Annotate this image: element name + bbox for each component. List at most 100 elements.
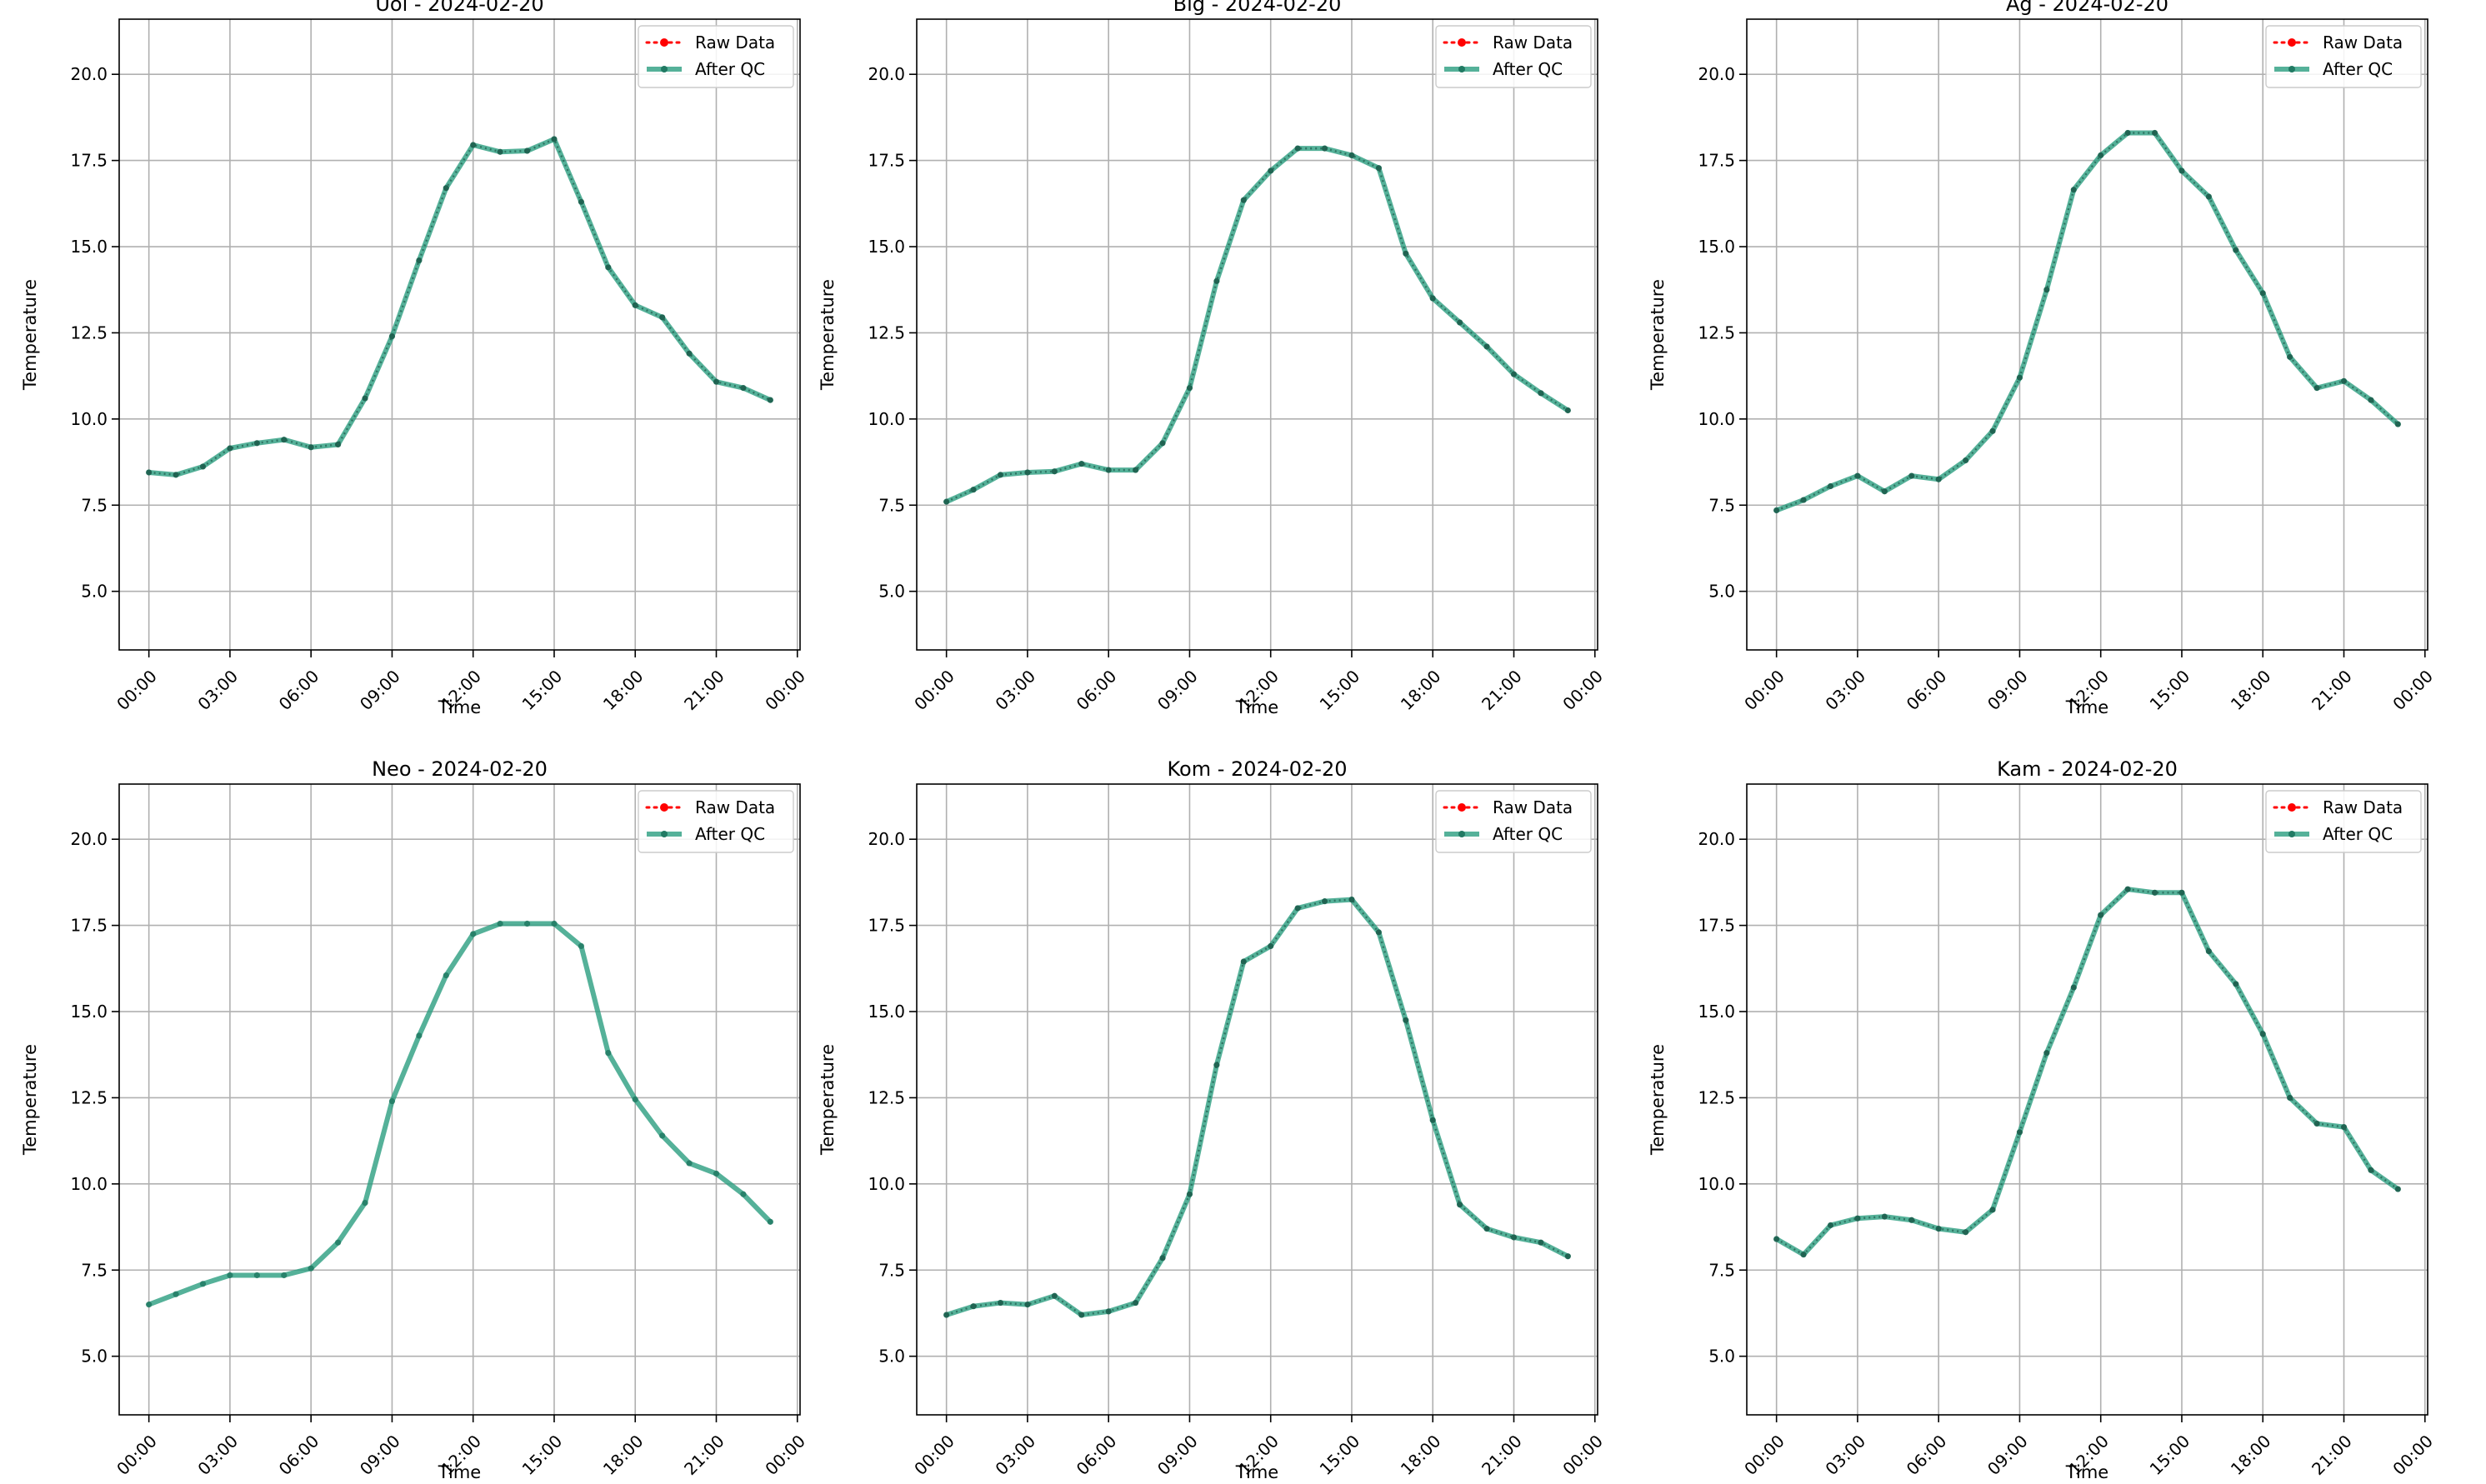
- point-after-qc: [443, 972, 449, 979]
- y-tick-label: 12.5: [70, 322, 108, 342]
- point-raw-data: [659, 1133, 665, 1139]
- point-raw-data: [740, 385, 747, 392]
- point-raw-data: [2259, 1031, 2266, 1037]
- point-raw-data: [2287, 353, 2293, 360]
- y-tick-label: 5.0: [81, 582, 108, 602]
- point-raw-data: [254, 1272, 260, 1278]
- series-line-after-qc: [146, 136, 773, 477]
- point-raw-data: [2070, 984, 2077, 991]
- legend-marker-after-qc: [2288, 831, 2295, 837]
- point-raw-data: [1105, 1308, 1112, 1315]
- y-tick-label: 5.0: [878, 1347, 905, 1367]
- point-after-qc: [686, 1160, 693, 1167]
- legend-marker-raw-data: [2288, 803, 2296, 812]
- point-raw-data: [605, 1050, 611, 1056]
- point-raw-data: [2070, 187, 2077, 193]
- point-raw-data: [1854, 1215, 1861, 1222]
- chart-title: Kom - 2024-02-20: [1168, 757, 1348, 781]
- y-tick-label: 15.0: [70, 237, 108, 257]
- y-tick-label: 7.5: [81, 495, 108, 515]
- point-raw-data: [2098, 152, 2104, 158]
- point-raw-data: [767, 397, 773, 403]
- point-after-qc: [551, 920, 558, 927]
- point-raw-data: [1187, 385, 1193, 392]
- legend-marker-raw-data: [1458, 38, 1466, 47]
- x-tick-label: 15:00: [518, 666, 567, 714]
- x-tick-label: 03:00: [193, 1431, 242, 1479]
- point-raw-data: [363, 1200, 368, 1206]
- legend: Raw Data After QC: [1435, 790, 1592, 853]
- point-raw-data: [741, 1192, 747, 1197]
- point-raw-data: [498, 921, 503, 927]
- point-raw-data: [1403, 1017, 1409, 1023]
- legend-marker-after-qc: [1458, 831, 1465, 837]
- x-tick-label: 21:00: [680, 666, 728, 714]
- y-tick-label: 12.5: [70, 1087, 108, 1107]
- x-tick-label: 06:00: [275, 1431, 323, 1479]
- x-tick-label: 00:00: [113, 1431, 161, 1479]
- point-raw-data: [2259, 290, 2266, 297]
- x-tick-label: 00:00: [1740, 1431, 1788, 1479]
- x-tick-label: 15:00: [1316, 666, 1364, 714]
- point-raw-data: [1240, 197, 1247, 203]
- point-after-qc: [578, 942, 584, 950]
- chart-title: Big - 2024-02-20: [1173, 0, 1342, 16]
- chart-panel: 00:00 03:00 06:00 09:00 12:00 15:00 18:00 21:00…: [1648, 0, 2437, 717]
- legend-label-raw-data: Raw Data: [2323, 32, 2403, 52]
- point-raw-data: [497, 148, 503, 155]
- y-tick-label: 20.0: [868, 829, 905, 849]
- x-tick-label: 00:00: [1558, 1431, 1607, 1479]
- point-raw-data: [2394, 421, 2401, 427]
- point-after-qc: [497, 920, 503, 927]
- legend-marker-after-qc: [661, 831, 668, 837]
- legend-label-raw-data: Raw Data: [1493, 797, 1573, 817]
- point-raw-data: [1348, 152, 1355, 158]
- y-tick-label: 17.5: [1698, 151, 1735, 171]
- point-raw-data: [1322, 898, 1328, 905]
- x-tick-label: 00:00: [1740, 666, 1788, 714]
- point-raw-data: [335, 442, 342, 447]
- y-axis-label: Temperature: [818, 1044, 838, 1156]
- axes-frame: [118, 18, 801, 651]
- point-raw-data: [2287, 1095, 2293, 1101]
- point-raw-data: [1538, 390, 1544, 397]
- x-axis-label: Time: [1235, 697, 1278, 717]
- legend-label-after-qc: After QC: [695, 59, 765, 79]
- point-raw-data: [2368, 397, 2374, 403]
- x-tick-label: 21:00: [2308, 1431, 2356, 1479]
- x-tick-label: 21:00: [2308, 666, 2356, 714]
- chart-panel: 00:00 03:00 06:00 09:00 12:00 15:00 18:00 21:00…: [818, 0, 1607, 717]
- legend-label-after-qc: After QC: [695, 824, 765, 844]
- x-tick-label: 18:00: [1397, 666, 1445, 714]
- y-tick-label: 17.5: [70, 151, 108, 171]
- point-after-qc: [362, 1199, 368, 1207]
- point-raw-data: [1429, 1117, 1436, 1123]
- point-raw-data: [1989, 427, 1996, 434]
- point-raw-data: [1213, 1062, 1220, 1068]
- y-tick-label: 15.0: [868, 1002, 905, 1022]
- point-raw-data: [1051, 468, 1058, 475]
- point-raw-data: [1483, 343, 1490, 350]
- point-raw-data: [578, 943, 584, 949]
- x-tick-label: 18:00: [599, 1431, 648, 1479]
- x-axis-label: Time: [2065, 1462, 2108, 1482]
- series-line-after-qc: [1773, 887, 2401, 1257]
- point-raw-data: [1213, 277, 1220, 284]
- y-tick-label: 12.5: [868, 1087, 905, 1107]
- point-raw-data: [1078, 1312, 1085, 1318]
- point-raw-data: [335, 1240, 341, 1246]
- point-raw-data: [416, 1033, 422, 1039]
- point-raw-data: [605, 264, 612, 271]
- point-after-qc: [470, 931, 477, 937]
- chart-title: Kam - 2024-02-20: [1997, 757, 2178, 781]
- axes-frame: [916, 783, 1598, 1416]
- legend: Raw Data After QC: [638, 790, 794, 853]
- point-raw-data: [2098, 912, 2104, 918]
- y-axis-label: Temperature: [818, 279, 838, 391]
- point-raw-data: [281, 437, 288, 443]
- point-raw-data: [998, 472, 1003, 478]
- y-tick-label: 17.5: [70, 916, 108, 936]
- point-raw-data: [1538, 1239, 1544, 1246]
- x-tick-label: 18:00: [2227, 1431, 2275, 1479]
- y-axis-label: Temperature: [20, 279, 40, 391]
